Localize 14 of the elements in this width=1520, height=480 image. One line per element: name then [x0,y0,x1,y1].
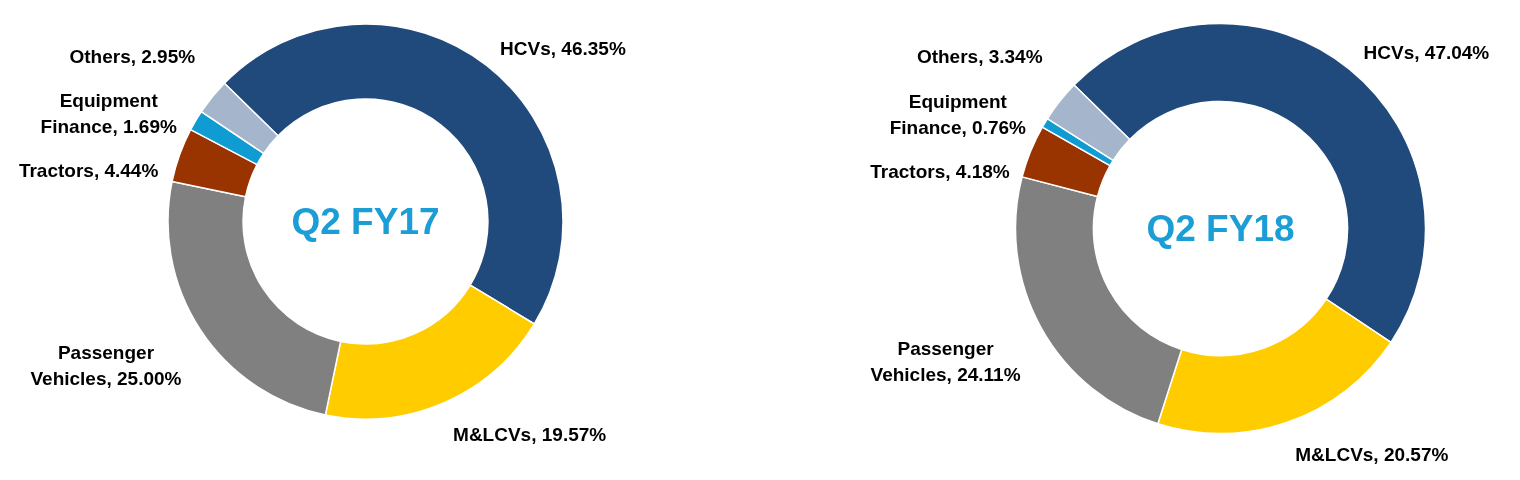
slice-label: Passenger Vehicles, 24.11% [870,337,1021,385]
slice-label: Passenger Vehicles, 25.00% [30,341,182,389]
slice-label: M&LCVs, 19.57% [453,424,607,446]
slice-label: M&LCVs, 20.57% [1295,444,1449,466]
slice-label: Tractors, 4.18% [870,160,1010,182]
slice-label: Equipment Finance, 0.76% [889,90,1027,138]
slice-label: Others, 2.95% [69,45,196,67]
slice-label: Others, 3.34% [916,46,1043,68]
slice-label: HCVs, 46.35% [500,37,626,59]
text: Q2 FY18 [1146,208,1295,249]
slice-label: Tractors, 4.44% [18,160,159,182]
slice-label: HCVs, 47.04% [1363,41,1490,63]
slice-label: Equipment Finance, 1.69% [40,89,177,137]
text: Q2 FY17 [291,201,440,242]
